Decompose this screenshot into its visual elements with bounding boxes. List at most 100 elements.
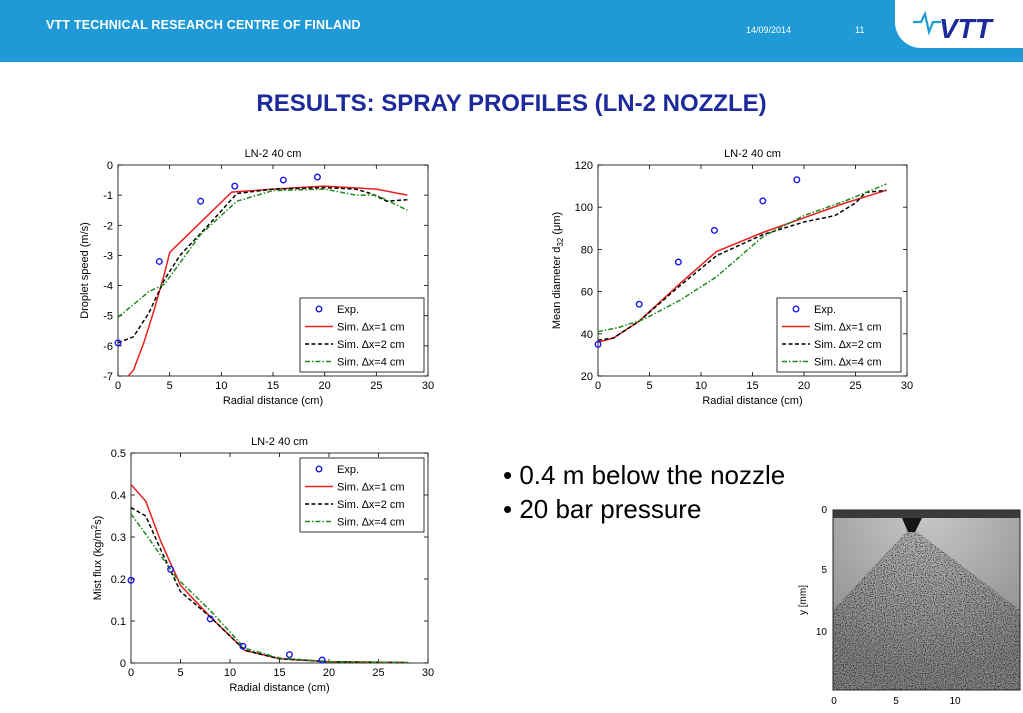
series-line-sim4 [598, 183, 887, 333]
photo-xtick: 0 [831, 696, 837, 707]
y-tick-label: 80 [581, 244, 593, 256]
y-tick-label: 0.4 [111, 490, 126, 502]
x-tick-label: 30 [901, 380, 913, 392]
y-tick-label: 0.2 [111, 574, 126, 586]
y-tick-label: 100 [575, 202, 593, 214]
series-line-sim2 [598, 189, 887, 341]
y-label-part: Mean diameter d [551, 247, 563, 330]
exp-data-point [167, 565, 175, 573]
y-label-part: (μm) [551, 212, 563, 238]
series-group [131, 484, 409, 663]
y-tick-label: 20 [581, 371, 593, 383]
exp-data-point [318, 656, 326, 664]
y-tick-label: -7 [103, 371, 113, 383]
y-tick-label: 0.1 [111, 616, 126, 628]
photo-xtick: 10 [949, 696, 961, 707]
plot-area [117, 164, 429, 377]
y-tick-label: 120 [575, 160, 593, 172]
x-tick-label: 5 [167, 380, 173, 392]
y-axis-label: Droplet speed (m/s) [79, 222, 91, 319]
nozzle-shape [902, 518, 922, 532]
y-axis-label: Mist flux (kg/m2s) [90, 516, 104, 601]
x-tick-label: 20 [319, 380, 331, 392]
legend-label: Sim. ∆x=4 cm [337, 517, 405, 529]
page-number: 11 [855, 25, 865, 35]
logo-text: VTT [939, 13, 995, 44]
x-tick-label: 25 [372, 667, 384, 679]
exp-data-point [206, 615, 214, 623]
y-tick-label: -6 [103, 341, 113, 353]
series-group [118, 185, 408, 376]
photo-ytick: 10 [816, 627, 828, 638]
x-tick-label: 30 [422, 380, 434, 392]
spray-photo: 0 5 10 0 5 10 y [mm] [798, 505, 1021, 707]
x-tick-label: 15 [267, 380, 279, 392]
x-tick-label: 0 [128, 667, 134, 679]
exp-data-point [114, 339, 122, 347]
x-tick-label: 30 [422, 667, 434, 679]
x-tick-label: 5 [177, 667, 183, 679]
y-label-part: s) [92, 516, 104, 525]
logo-container: VTT [895, 0, 1023, 48]
legend-label: Sim. ∆x=2 cm [337, 339, 405, 351]
legend-marker [315, 465, 323, 473]
y-tick-label: 60 [581, 287, 593, 299]
bullet-list: • 0.4 m below the nozzle • 20 bar pressu… [503, 458, 785, 526]
y-tick-label: 40 [581, 329, 593, 341]
x-tick-label: 10 [224, 667, 236, 679]
exp-data-point [239, 642, 247, 650]
x-tick-label: 10 [215, 380, 227, 392]
legend-label: Sim. ∆x=1 cm [814, 322, 882, 334]
header-bar: VTT TECHNICAL RESEARCH CENTRE OF FINLAND… [0, 0, 1023, 62]
legend-label: Sim. ∆x=1 cm [337, 482, 405, 494]
legend-label: Sim. ∆x=4 cm [337, 357, 405, 369]
y-tick-label: 0 [120, 658, 126, 670]
x-tick-label: 25 [370, 380, 382, 392]
y-tick-label: -5 [103, 311, 113, 323]
series-line-sim4 [118, 188, 408, 318]
legend-label: Exp. [337, 464, 359, 476]
legend-marker [792, 305, 800, 313]
exp-data-point [155, 257, 163, 265]
y-tick-label: -1 [103, 190, 113, 202]
x-tick-label: 0 [115, 380, 121, 392]
photo-xtick: 5 [893, 696, 899, 707]
y-tick-label: -3 [103, 250, 113, 262]
bullet-item: • 0.4 m below the nozzle [503, 460, 786, 490]
x-tick-label: 10 [695, 380, 707, 392]
legend-box [299, 457, 425, 533]
plot-area [130, 452, 429, 664]
x-axis-label: Radial distance (cm) [702, 395, 802, 407]
y-tick-label: 0.5 [111, 448, 126, 460]
legend-label: Sim. ∆x=2 cm [337, 499, 405, 511]
exp-data-point [635, 300, 643, 308]
exp-data-point [279, 176, 287, 184]
legend-marker [315, 305, 323, 313]
y-tick-label: 0 [107, 160, 113, 172]
y-axis-label: Mean diameter d32 (μm) [551, 212, 565, 329]
exp-data-point [594, 340, 602, 348]
chart-title: LN-2 40 cm [251, 436, 308, 448]
y-label-part: Mist flux (kg/m [92, 529, 104, 600]
exp-data-point [313, 173, 321, 181]
bullet-item: • 20 bar pressure [503, 494, 702, 524]
y-label-superscript: 2 [90, 524, 99, 529]
x-tick-label: 5 [646, 380, 652, 392]
legend-label: Sim. ∆x=4 cm [814, 357, 882, 369]
x-axis-label: Radial distance (cm) [229, 682, 329, 694]
legend-label: Sim. ∆x=1 cm [337, 322, 405, 334]
exp-data-point [710, 226, 718, 234]
series-line-sim1 [598, 189, 887, 343]
vtt-logo: VTT [913, 10, 995, 44]
series-line-sim2 [131, 506, 409, 663]
x-tick-label: 15 [746, 380, 758, 392]
slide-date: 14/09/2014 [746, 25, 792, 35]
series-line-sim1 [131, 484, 409, 663]
exp-data-point [793, 176, 801, 184]
y-tick-label: -2 [103, 220, 113, 232]
organization-name: VTT TECHNICAL RESEARCH CENTRE OF FINLAND [46, 18, 361, 32]
y-tick-label: -4 [103, 281, 113, 293]
slide-title: RESULTS: SPRAY PROFILES (LN-2 NOZZLE) [256, 90, 767, 117]
photo-frame [832, 509, 1021, 691]
legend-label: Sim. ∆x=2 cm [814, 339, 882, 351]
